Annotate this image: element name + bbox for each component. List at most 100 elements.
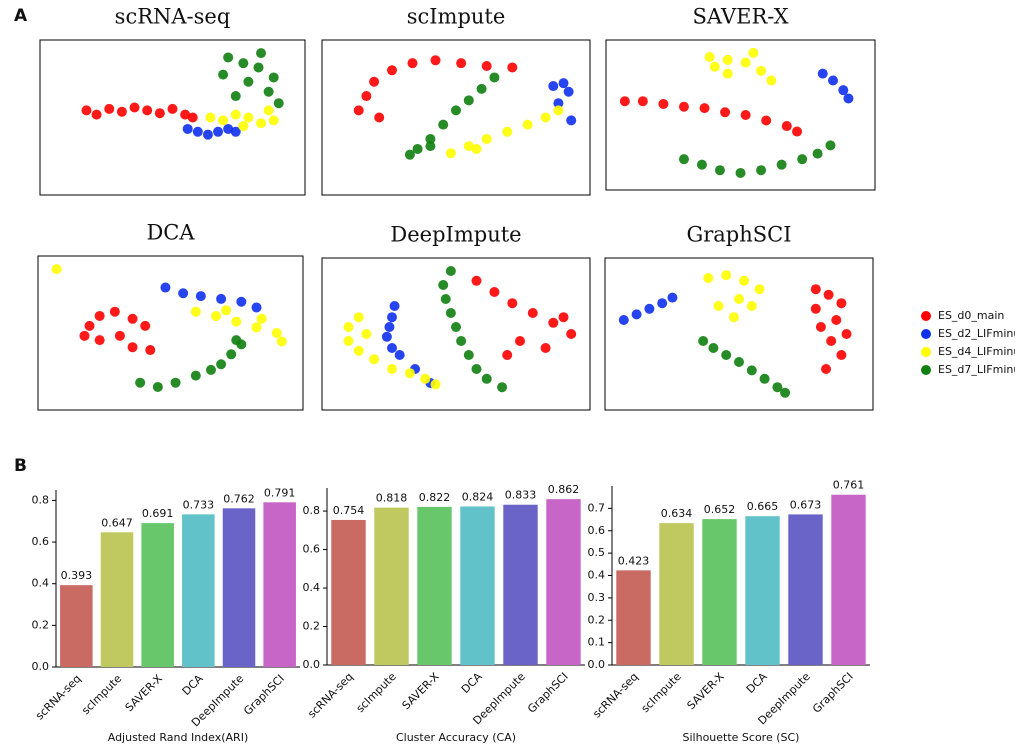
cell-point [84,320,95,331]
cell-point [831,315,842,325]
y-tick-label: 0.6 [303,543,321,556]
cell-point [381,331,392,342]
cell-point [205,112,216,123]
subplot-title: SAVER-X [692,5,788,29]
subplot-title: DeepImpute [390,223,521,247]
cell-point [566,115,577,126]
cell-point [810,303,821,314]
y-tick-label: 0.2 [303,620,321,633]
cell-point [387,65,397,76]
cell-point [412,143,423,154]
cell-point [481,373,492,384]
cell-point [353,345,364,356]
cell-point [772,382,783,393]
cell-point [361,329,372,339]
x-tick-label: SAVER-X [123,672,165,714]
cell-point [776,159,787,170]
cell-point [253,62,264,73]
cell-point [236,296,247,307]
cell-point [238,58,249,69]
x-tick-label: scImpute [79,672,124,717]
cell-point [192,126,203,137]
x-tick-label: SAVER-X [400,670,442,712]
subplot-title: scRNA-seq [115,5,231,29]
cell-point [759,373,770,384]
cell-point [825,140,836,151]
cell-point [190,370,201,381]
cell-point [218,69,229,80]
y-tick-label: 0.2 [32,618,50,631]
cell-point [94,335,105,346]
cell-point [843,93,854,104]
cell-point [734,294,744,304]
cell-point [522,119,533,130]
cell-point [387,312,397,323]
cell-point [817,68,828,79]
legend-label: ES_d7_LIFminus [938,363,1015,376]
cell-point [440,294,451,304]
cell-point [216,293,227,304]
legend-label: ES_d2_LIFminus [938,327,1015,340]
cell-point [190,306,201,317]
cell-point [463,95,474,106]
cell-point [761,115,772,126]
bar [788,514,823,665]
cell-point [699,103,710,114]
x-axis-label: Silhouette Score (SC) [683,731,800,744]
cell-point [563,86,574,97]
y-tick-label: 0.7 [588,501,606,514]
value-label: 0.393 [61,569,93,582]
cell-point [540,112,551,123]
cell-point [216,359,227,370]
cell-point [114,330,125,341]
cell-point [704,52,715,63]
cell-point [221,305,232,316]
value-label: 0.862 [548,483,580,496]
cell-point [696,159,707,170]
cell-point [243,112,254,123]
bar [503,504,538,665]
cell-point [276,336,287,347]
cell-point [268,72,279,83]
cell-point [205,364,216,375]
cell-point [515,336,525,346]
bar [460,506,495,665]
plot-frame [321,39,591,196]
legend-label: ES_d0_main [938,309,1004,322]
value-label: 0.818 [376,492,408,505]
cell-point [720,107,731,118]
cell-point [154,108,165,119]
cell-point [263,105,274,116]
cell-point [81,105,92,116]
cell-point [369,354,380,365]
cell-point [746,301,757,311]
cell-point [792,126,803,137]
cell-point [721,350,732,360]
cell-point [507,298,518,309]
cell-point [230,91,241,102]
cell-point [463,350,474,360]
bar [659,523,694,665]
cell-point [797,154,808,165]
cell-point [160,282,171,293]
cell-point [51,264,62,275]
cell-point [445,308,456,318]
cell-point [657,298,668,309]
cell-point [631,309,642,320]
cell-point [644,303,655,314]
value-label: 0.665 [747,500,779,513]
cell-point [740,57,751,68]
cell-point [384,322,395,332]
cell-point [178,288,189,299]
cell-point [821,364,832,374]
plot-frame [321,257,591,411]
x-tick-label: SAVER-X [685,670,727,712]
cell-point [430,55,441,66]
cell-point [445,266,456,276]
x-tick-label: scImpute [354,670,399,715]
bar [702,519,737,665]
cell-point [226,349,237,360]
cell-point [667,292,678,303]
cell-point [558,78,569,89]
cell-point [343,322,354,332]
